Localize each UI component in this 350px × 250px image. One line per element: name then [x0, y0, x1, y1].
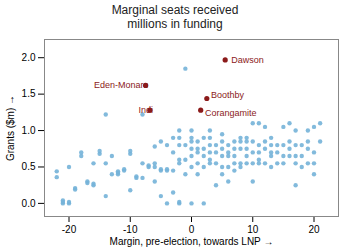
svg-text:2.0: 2.0	[22, 52, 36, 63]
svg-text:0.0: 0.0	[22, 198, 36, 209]
svg-text:1.0: 1.0	[22, 125, 36, 136]
svg-text:Dawson: Dawson	[231, 55, 264, 65]
svg-text:Corangamite: Corangamite	[205, 108, 257, 118]
svg-text:-10: -10	[123, 224, 138, 235]
svg-text:Margin, pre-election, towards: Margin, pre-election, towards LNP →	[110, 236, 274, 247]
html-text:Marginal seats received millio: Marginal seats received millions in fund…	[111, 3, 239, 31]
svg-text:Eden-Monaro: Eden-Monaro	[94, 80, 149, 90]
svg-text:20: 20	[308, 224, 320, 235]
svg-text:0.5: 0.5	[22, 161, 36, 172]
svg-text:Indi: Indi	[138, 105, 153, 115]
svg-text:Grants ($m) →: Grants ($m) →	[5, 95, 16, 161]
svg-text:1.5: 1.5	[22, 88, 36, 99]
svg-text:0: 0	[189, 224, 195, 235]
svg-text:10: 10	[247, 224, 259, 235]
svg-text:-20: -20	[62, 224, 77, 235]
svg-text:Boothby: Boothby	[211, 90, 245, 100]
